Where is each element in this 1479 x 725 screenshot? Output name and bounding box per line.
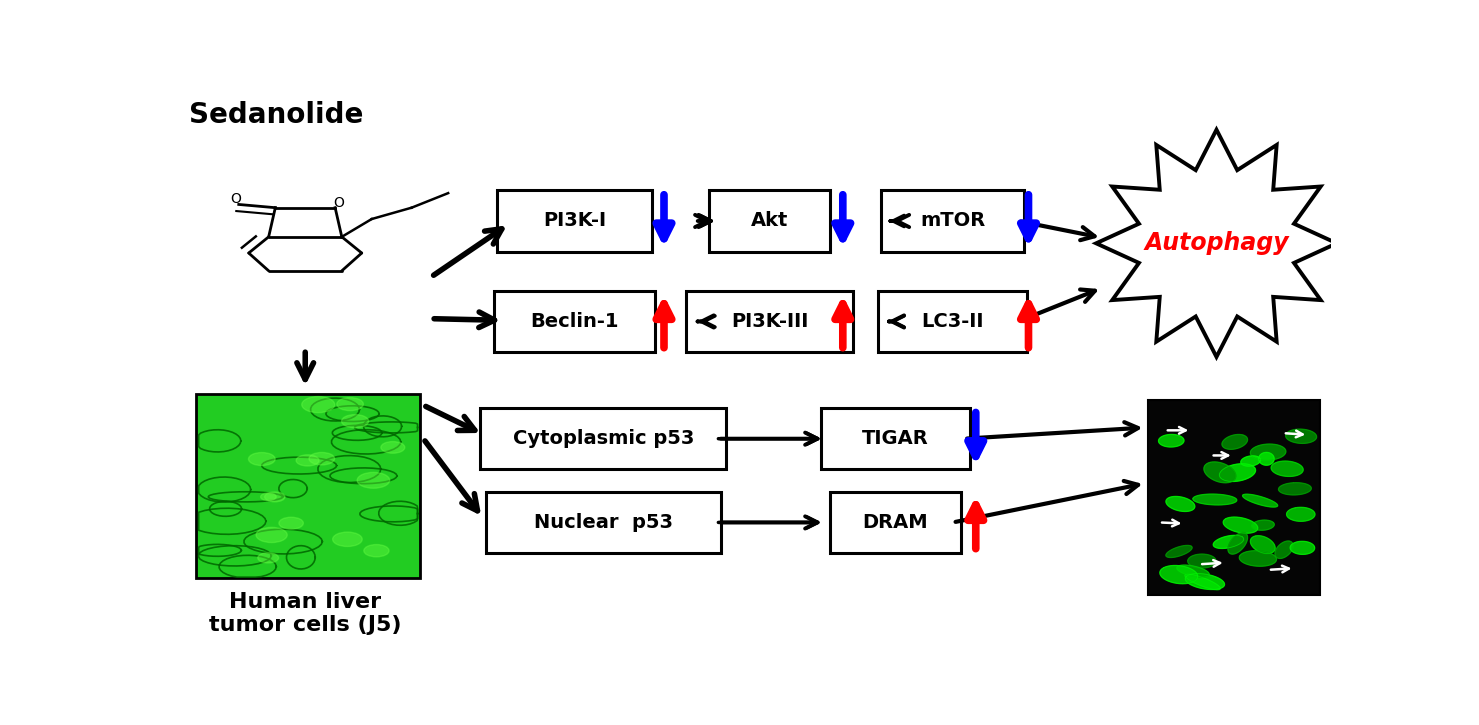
Circle shape <box>356 473 389 488</box>
Text: Beclin-1: Beclin-1 <box>531 312 618 331</box>
Circle shape <box>309 452 334 465</box>
Circle shape <box>382 442 405 453</box>
FancyBboxPatch shape <box>1148 399 1319 595</box>
Polygon shape <box>1185 573 1225 589</box>
Text: mTOR: mTOR <box>920 212 985 231</box>
Text: PI3K-III: PI3K-III <box>731 312 808 331</box>
Circle shape <box>296 455 319 466</box>
Polygon shape <box>1223 517 1257 533</box>
Polygon shape <box>1160 566 1198 584</box>
Polygon shape <box>1158 434 1185 447</box>
FancyBboxPatch shape <box>710 190 830 252</box>
Polygon shape <box>1239 551 1276 566</box>
Circle shape <box>337 397 364 410</box>
Text: PI3K-I: PI3K-I <box>543 212 606 231</box>
FancyBboxPatch shape <box>830 492 961 553</box>
FancyBboxPatch shape <box>879 291 1028 352</box>
Polygon shape <box>1242 494 1278 507</box>
FancyBboxPatch shape <box>497 190 652 252</box>
Circle shape <box>342 415 368 428</box>
Polygon shape <box>1213 535 1244 548</box>
Polygon shape <box>1250 444 1285 460</box>
Polygon shape <box>1165 545 1192 558</box>
Polygon shape <box>1188 554 1216 568</box>
Polygon shape <box>1259 452 1273 465</box>
FancyBboxPatch shape <box>197 394 420 579</box>
Polygon shape <box>1185 574 1220 589</box>
Polygon shape <box>1270 461 1303 476</box>
Circle shape <box>248 452 275 465</box>
Text: LC3-II: LC3-II <box>921 312 984 331</box>
FancyBboxPatch shape <box>494 291 655 352</box>
Text: Human liver
tumor cells (J5): Human liver tumor cells (J5) <box>209 592 401 635</box>
Polygon shape <box>1250 536 1275 554</box>
Polygon shape <box>1194 494 1236 505</box>
FancyBboxPatch shape <box>821 408 970 469</box>
FancyBboxPatch shape <box>686 291 852 352</box>
Polygon shape <box>1222 434 1247 450</box>
Circle shape <box>265 492 285 502</box>
Circle shape <box>260 493 277 501</box>
Text: TIGAR: TIGAR <box>862 429 929 448</box>
FancyBboxPatch shape <box>481 408 726 469</box>
Polygon shape <box>1275 541 1293 558</box>
Polygon shape <box>1228 533 1247 554</box>
Text: O: O <box>333 196 345 210</box>
Polygon shape <box>1220 464 1256 481</box>
Polygon shape <box>1287 507 1315 521</box>
Circle shape <box>257 552 278 563</box>
Circle shape <box>364 544 389 557</box>
Text: DRAM: DRAM <box>862 513 929 532</box>
Circle shape <box>280 517 303 529</box>
Circle shape <box>333 532 362 547</box>
Circle shape <box>256 527 287 542</box>
Polygon shape <box>1204 462 1236 483</box>
Polygon shape <box>1177 565 1210 577</box>
Polygon shape <box>1278 483 1312 495</box>
Text: O: O <box>229 192 241 206</box>
Polygon shape <box>1285 429 1316 444</box>
Polygon shape <box>1241 456 1260 466</box>
Polygon shape <box>1251 520 1275 530</box>
Circle shape <box>302 397 334 413</box>
Text: Akt: Akt <box>751 212 788 231</box>
Text: Autophagy: Autophagy <box>1145 231 1288 255</box>
Text: Cytoplasmic p53: Cytoplasmic p53 <box>513 429 694 448</box>
Text: Nuclear  p53: Nuclear p53 <box>534 513 673 532</box>
Polygon shape <box>1290 542 1315 555</box>
Text: Sedanolide: Sedanolide <box>189 101 364 129</box>
Polygon shape <box>1165 497 1195 511</box>
FancyBboxPatch shape <box>881 190 1025 252</box>
FancyBboxPatch shape <box>485 492 720 553</box>
